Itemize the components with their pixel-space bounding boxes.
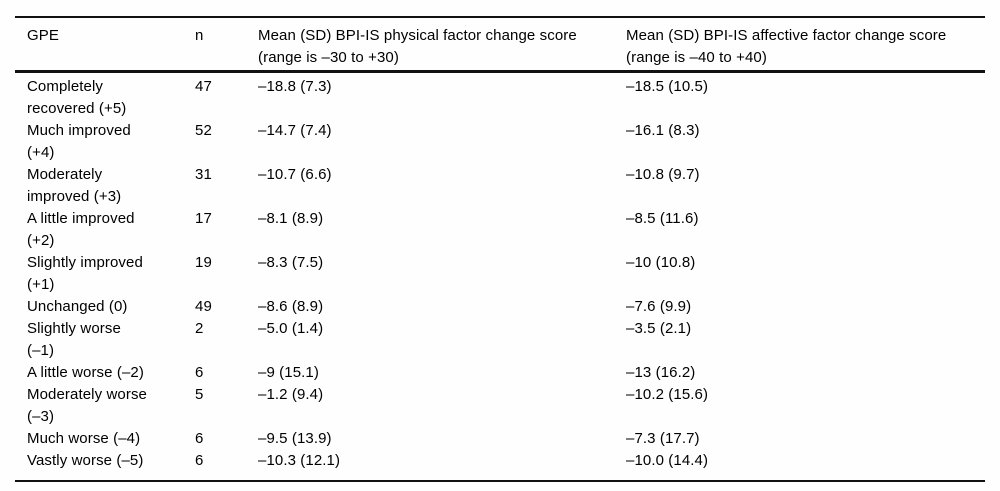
cell-gpe: Unchanged (0) bbox=[27, 298, 128, 315]
cell-affective-score: –18.5 (10.5) bbox=[626, 78, 709, 95]
cell-affective-score: –13 (16.2) bbox=[626, 364, 696, 381]
cell-gpe: A little improved (+2) bbox=[27, 210, 135, 249]
cell-affective-score: –10.0 (14.4) bbox=[626, 450, 985, 482]
cell-gpe: Vastly worse (–5) bbox=[15, 450, 195, 482]
cell-gpe: Much improved (+4) bbox=[27, 122, 131, 161]
cell-gpe: Moderately worse (–3) bbox=[27, 386, 147, 425]
cell-affective-score: –8.5 (11.6) bbox=[626, 210, 699, 227]
cell-physical-score: –9.5 (13.9) bbox=[258, 430, 332, 447]
table-row: Moderately improved (+3) 31 –10.7 (6.6) … bbox=[15, 164, 985, 208]
cell-n: 2 bbox=[195, 320, 204, 337]
cell-affective-score: –10.2 (15.6) bbox=[626, 386, 709, 403]
cell-n: 19 bbox=[195, 254, 212, 271]
header-row: GPE n Mean (SD) BPI-IS physical factor c… bbox=[15, 17, 985, 73]
cell-affective-score: –7.3 (17.7) bbox=[626, 430, 700, 447]
table-row: A little improved (+2) 17 –8.1 (8.9) –8.… bbox=[15, 208, 985, 252]
cell-n: 49 bbox=[195, 298, 212, 315]
col-header-physical-score: Mean (SD) BPI-IS physical factor change … bbox=[258, 17, 626, 73]
cell-n: 6 bbox=[195, 430, 204, 447]
cell-n: 6 bbox=[195, 364, 204, 381]
col-header-affective-score: Mean (SD) BPI-IS affective factor change… bbox=[626, 17, 985, 73]
table-row: Slightly improved (+1) 19 –8.3 (7.5) –10… bbox=[15, 252, 985, 296]
cell-affective-score: –7.6 (9.9) bbox=[626, 298, 692, 315]
cell-affective-score: –3.5 (2.1) bbox=[626, 320, 692, 337]
cell-physical-score: –9 (15.1) bbox=[258, 364, 319, 381]
table-row: Vastly worse (–5) 6 –10.3 (12.1) –10.0 (… bbox=[15, 450, 985, 482]
table-row: Unchanged (0) 49 –8.6 (8.9) –7.6 (9.9) bbox=[15, 296, 985, 318]
table-body: Completely recovered (+5) 47 –18.8 (7.3)… bbox=[15, 72, 985, 482]
cell-affective-score: –16.1 (8.3) bbox=[626, 122, 700, 139]
cell-n: 6 bbox=[195, 450, 258, 482]
cell-physical-score: –5.0 (1.4) bbox=[258, 320, 324, 337]
cell-physical-score: –18.8 (7.3) bbox=[258, 78, 332, 95]
cell-gpe: Completely recovered (+5) bbox=[27, 78, 127, 117]
table-header: GPE n Mean (SD) BPI-IS physical factor c… bbox=[15, 17, 985, 73]
cell-gpe: Much worse (–4) bbox=[27, 430, 141, 447]
cell-n: 52 bbox=[195, 122, 212, 139]
table-row: Moderately worse (–3) 5 –1.2 (9.4) –10.2… bbox=[15, 384, 985, 428]
cell-gpe: A little worse (–2) bbox=[27, 364, 144, 381]
cell-physical-score: –14.7 (7.4) bbox=[258, 122, 332, 139]
cell-physical-score: –8.6 (8.9) bbox=[258, 298, 324, 315]
cell-n: 31 bbox=[195, 166, 212, 183]
cell-physical-score: –1.2 (9.4) bbox=[258, 386, 324, 403]
cell-physical-score: –8.3 (7.5) bbox=[258, 254, 324, 271]
col-header-gpe: GPE bbox=[15, 17, 195, 73]
cell-physical-score: –10.7 (6.6) bbox=[258, 166, 332, 183]
cell-physical-score: –8.1 (8.9) bbox=[258, 210, 324, 227]
table-row: A little worse (–2) 6 –9 (15.1) –13 (16.… bbox=[15, 362, 985, 384]
table-row: Completely recovered (+5) 47 –18.8 (7.3)… bbox=[15, 72, 985, 121]
cell-gpe: Moderately improved (+3) bbox=[27, 166, 122, 205]
cell-affective-score: –10 (10.8) bbox=[626, 254, 696, 271]
col-header-n: n bbox=[195, 17, 258, 73]
gpe-bpi-is-change-score-table: GPE n Mean (SD) BPI-IS physical factor c… bbox=[15, 16, 985, 482]
cell-gpe: Slightly worse (–1) bbox=[27, 320, 121, 359]
table-row: Much worse (–4) 6 –9.5 (13.9) –7.3 (17.7… bbox=[15, 428, 985, 450]
cell-n: 17 bbox=[195, 210, 212, 227]
cell-affective-score: –10.8 (9.7) bbox=[626, 166, 700, 183]
cell-gpe: Slightly improved (+1) bbox=[27, 254, 143, 293]
table-row: Slightly worse (–1) 2 –5.0 (1.4) –3.5 (2… bbox=[15, 318, 985, 362]
cell-n: 5 bbox=[195, 386, 204, 403]
cell-physical-score: –10.3 (12.1) bbox=[258, 450, 626, 482]
cell-n: 47 bbox=[195, 78, 212, 95]
table-row: Much improved (+4) 52 –14.7 (7.4) –16.1 … bbox=[15, 120, 985, 164]
